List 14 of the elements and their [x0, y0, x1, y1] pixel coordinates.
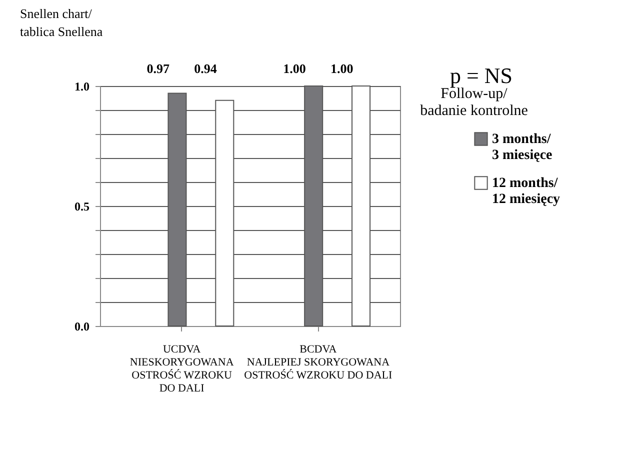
text: p = NS — [450, 63, 513, 88]
legend-title: Follow-up/ badanie kontrolne — [420, 86, 528, 119]
y-axis-title: Snellen chart/ tablica Snellena — [20, 6, 103, 39]
y-tick-label: 0.0 — [74, 320, 90, 334]
x-tick-label: UCDVA NIESKORYGOWANA OSTROŚĆ WZROKU DO DALI — [130, 344, 234, 394]
y-tick-label: 0.5 — [74, 200, 90, 214]
legend-label: 3 months/ 3 miesięce — [492, 132, 552, 163]
legend-label: 12 months/ 12 miesięcy — [492, 176, 560, 207]
x-tick-label: BCDVA NAJLEPIEJ SKORYGOWANA OSTROŚĆ WZROKU DO DALI — [244, 344, 393, 382]
y-tick-label: 1.0 — [74, 80, 90, 94]
data-label: 0.97 — [146, 61, 170, 76]
data-label: 0.94 — [194, 61, 218, 76]
data-label: 1.00 — [330, 61, 354, 76]
data-label: 1.00 — [283, 61, 306, 76]
